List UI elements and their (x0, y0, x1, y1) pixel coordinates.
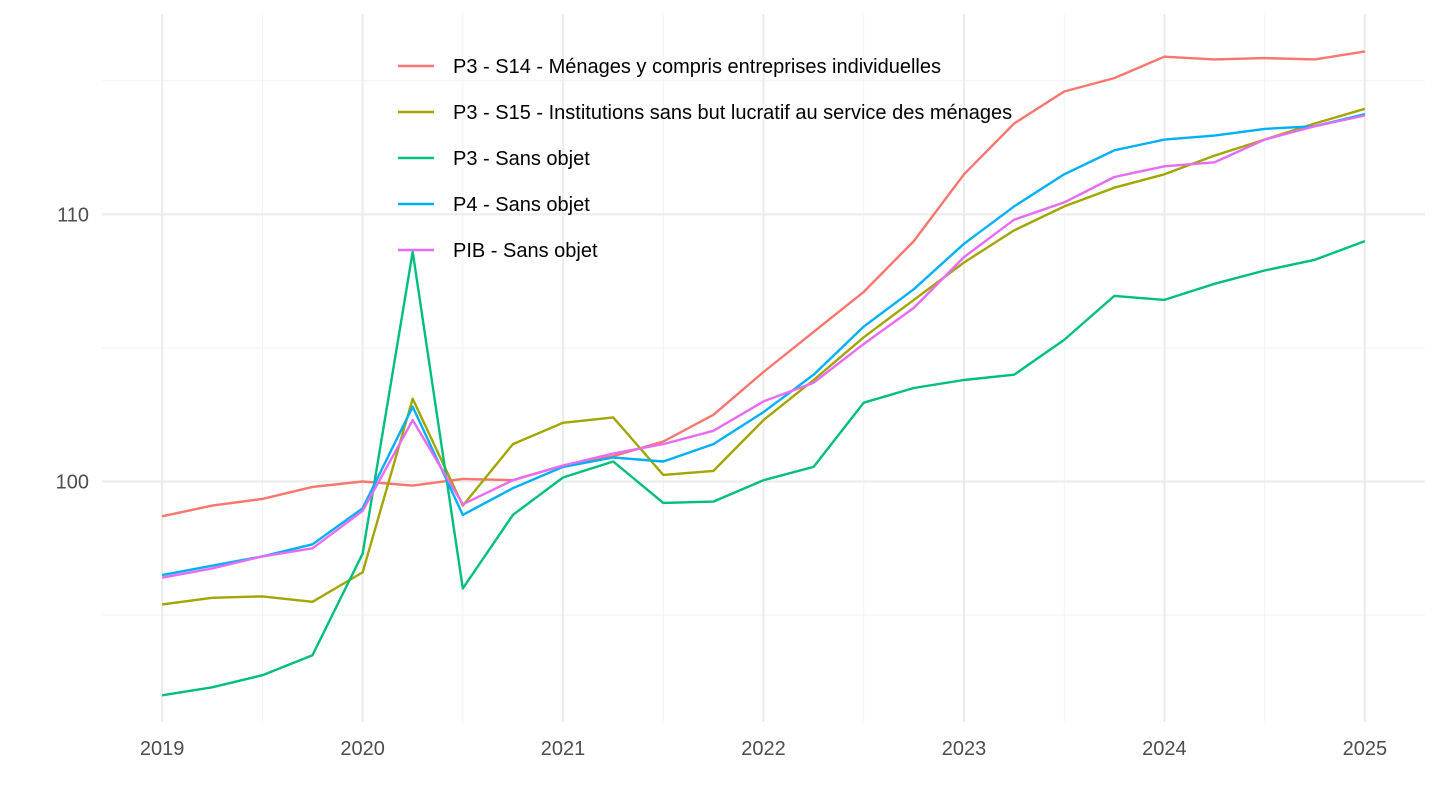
legend-label-1: P3 - S14 - Ménages y compris entreprises… (453, 56, 941, 78)
series-line-2 (161, 107, 1366, 606)
x-tick-label: 2024 (1142, 738, 1187, 760)
y-tick-label: 100 (56, 472, 89, 494)
y-axis-tick-labels: 100 110 (56, 204, 89, 493)
legend-label-5: PIB - Sans objet (453, 240, 598, 262)
x-tick-label: 2019 (140, 738, 185, 760)
x-tick-label: 2022 (741, 738, 786, 760)
series-line-1 (161, 50, 1366, 518)
y-tick-label: 110 (57, 204, 89, 226)
series-line-5 (161, 114, 1366, 579)
legend-label-2: P3 - S15 - Institutions sans but lucrati… (453, 102, 1012, 124)
x-axis-tick-labels: 2019 2020 2021 2022 2023 2024 2025 (140, 738, 1387, 760)
x-tick-label: 2023 (942, 738, 987, 760)
x-tick-label: 2020 (340, 738, 385, 760)
grid (102, 14, 1425, 722)
series-lines (161, 50, 1366, 697)
legend: P3 - S14 - Ménages y compris entreprises… (398, 56, 1012, 262)
legend-label-3: P3 - Sans objet (453, 148, 590, 170)
x-tick-label: 2021 (541, 738, 586, 760)
series-line-4 (161, 113, 1366, 577)
x-tick-label: 2025 (1343, 738, 1388, 760)
series-line-3 (161, 239, 1366, 697)
legend-label-4: P4 - Sans objet (453, 194, 590, 216)
